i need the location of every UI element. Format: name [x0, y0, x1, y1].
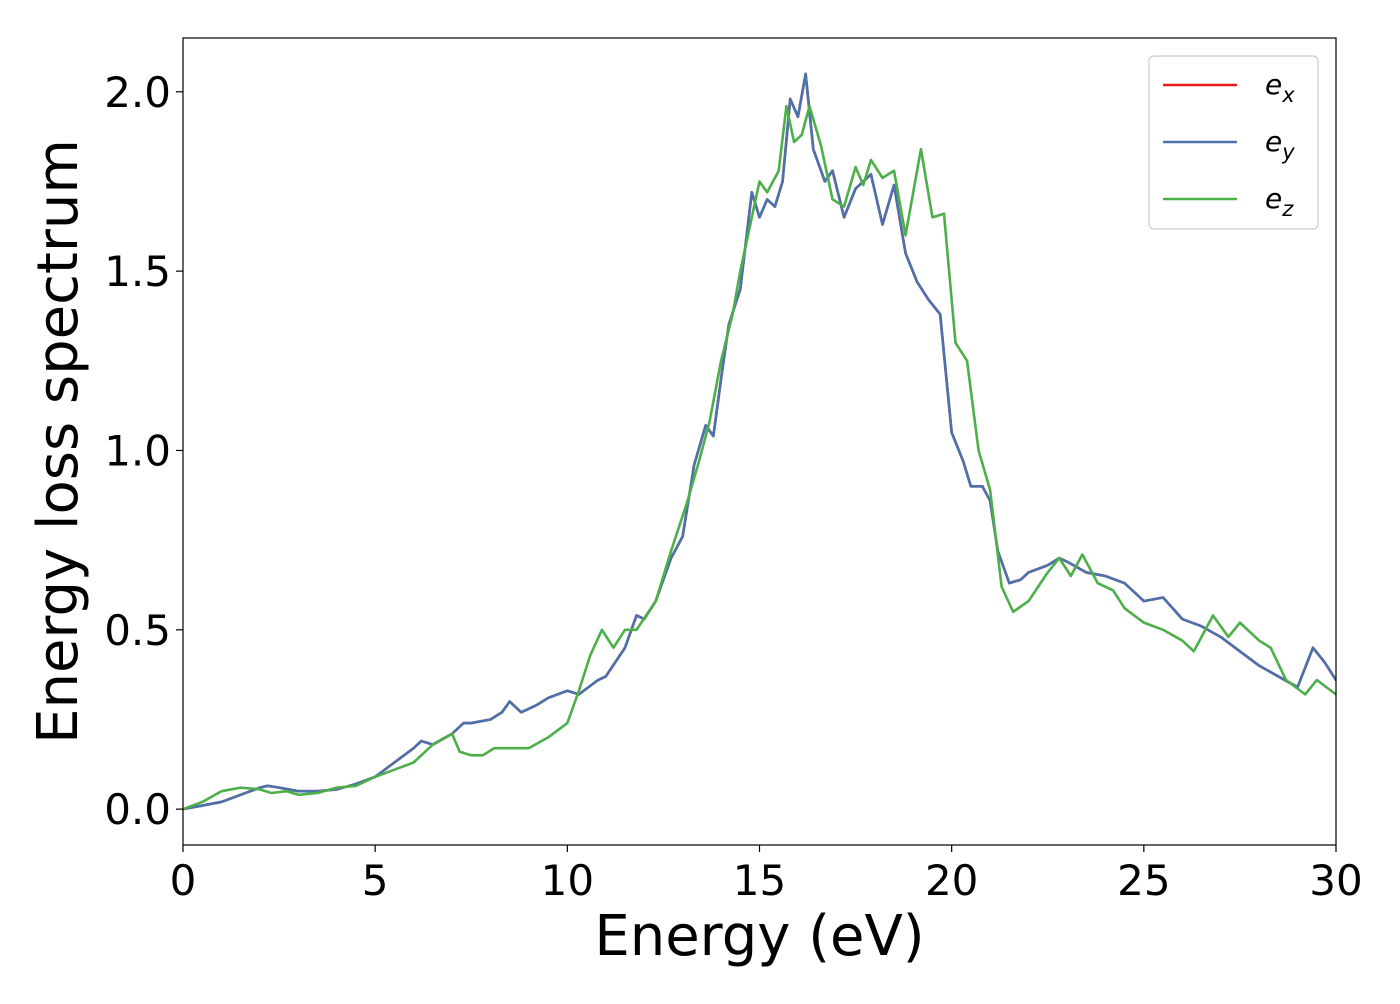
x-tick-label: 5 [362, 856, 389, 905]
x-tick-label: 20 [925, 856, 978, 905]
series-line-e-z [183, 104, 1336, 811]
legend-label: ex [1265, 68, 1295, 107]
y-tick-label: 1.0 [104, 426, 171, 475]
x-tick-label: 30 [1309, 856, 1362, 905]
y-tick-label: 0.0 [104, 785, 171, 834]
legend-item-e-x: ex [1163, 68, 1295, 107]
x-axis-title: Energy (eV) [594, 904, 924, 969]
y-tick-label: 2.0 [104, 68, 171, 117]
y-axis-title: Energy loss spectrum [26, 139, 91, 744]
ticks-layer: 0 5 10 15 20 25 30 0.0 0.5 1.0 1.5 2.0 [104, 68, 1363, 905]
legend: ex ey ez [1148, 55, 1319, 230]
x-tick-label: 10 [541, 856, 594, 905]
x-tick-label: 15 [733, 856, 786, 905]
legend-item-e-z: ez [1163, 182, 1294, 221]
legend-label: ey [1265, 125, 1295, 164]
legend-item-e-y: ey [1163, 125, 1295, 164]
y-tick-label: 1.5 [104, 247, 171, 296]
series-layer [183, 72, 1336, 811]
x-tick-label: 25 [1117, 856, 1170, 905]
y-tick-label: 0.5 [104, 606, 171, 655]
legend-label: ez [1265, 182, 1294, 221]
x-tick-label: 0 [170, 856, 197, 905]
